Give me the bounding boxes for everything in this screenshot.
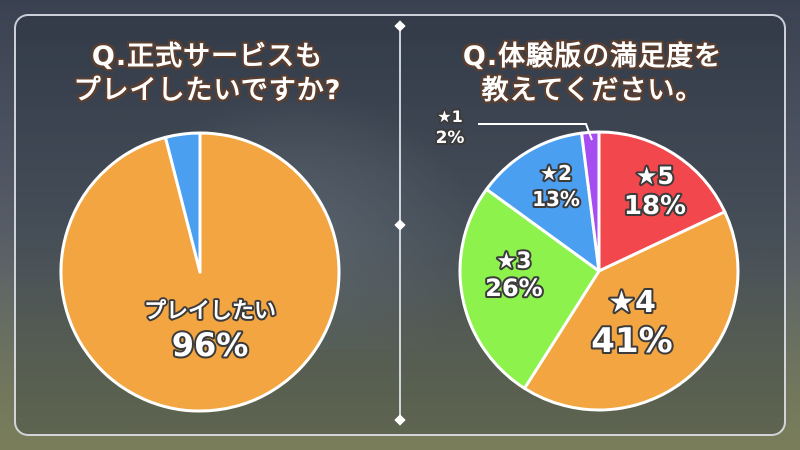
pie1-slice-2-value: 26% (485, 274, 542, 302)
right-title-line2: 教えてください。 (481, 75, 704, 106)
pie1-slice-3-label: ★2 (540, 161, 572, 185)
pie1-slice-0 (597, 130, 727, 273)
pie1-slice-2 (458, 187, 601, 390)
pie1-slice-3-value: 13% (532, 187, 580, 211)
pie0-slice-0-value: 96% (172, 326, 249, 364)
pie0-slice-1 (163, 131, 202, 274)
left-chart-title: Q.正式サービスも プレイしたいですか? (30, 40, 385, 108)
pie1-slice-1 (523, 210, 740, 412)
pie0-slice-0-label: プレイしたい (144, 299, 276, 324)
pie1-slice-0-value: 18% (624, 191, 686, 221)
pie1-slice-4-value: 2% (436, 128, 465, 148)
left-title-line1: Q.正式サービスも (91, 41, 324, 72)
pie1-slice-4 (580, 130, 601, 273)
pie1-slice-2-label: ★3 (496, 249, 531, 274)
pie1-slice-3 (485, 131, 601, 273)
right-chart-title: Q.体験版の満足度を 教えてください。 (415, 40, 770, 108)
pie1-slice-4-leader (478, 123, 593, 141)
pie1-slice-1-label: ★4 (608, 285, 656, 320)
left-title-line2: プレイしたいですか? (73, 75, 342, 106)
pie1-slice-0-label: ★5 (636, 162, 674, 190)
right-title-line1: Q.体験版の満足度を (462, 41, 723, 72)
pie1-slice-1-value: 41% (591, 321, 672, 361)
pie1-slice-4-label: ★1 (437, 107, 462, 126)
